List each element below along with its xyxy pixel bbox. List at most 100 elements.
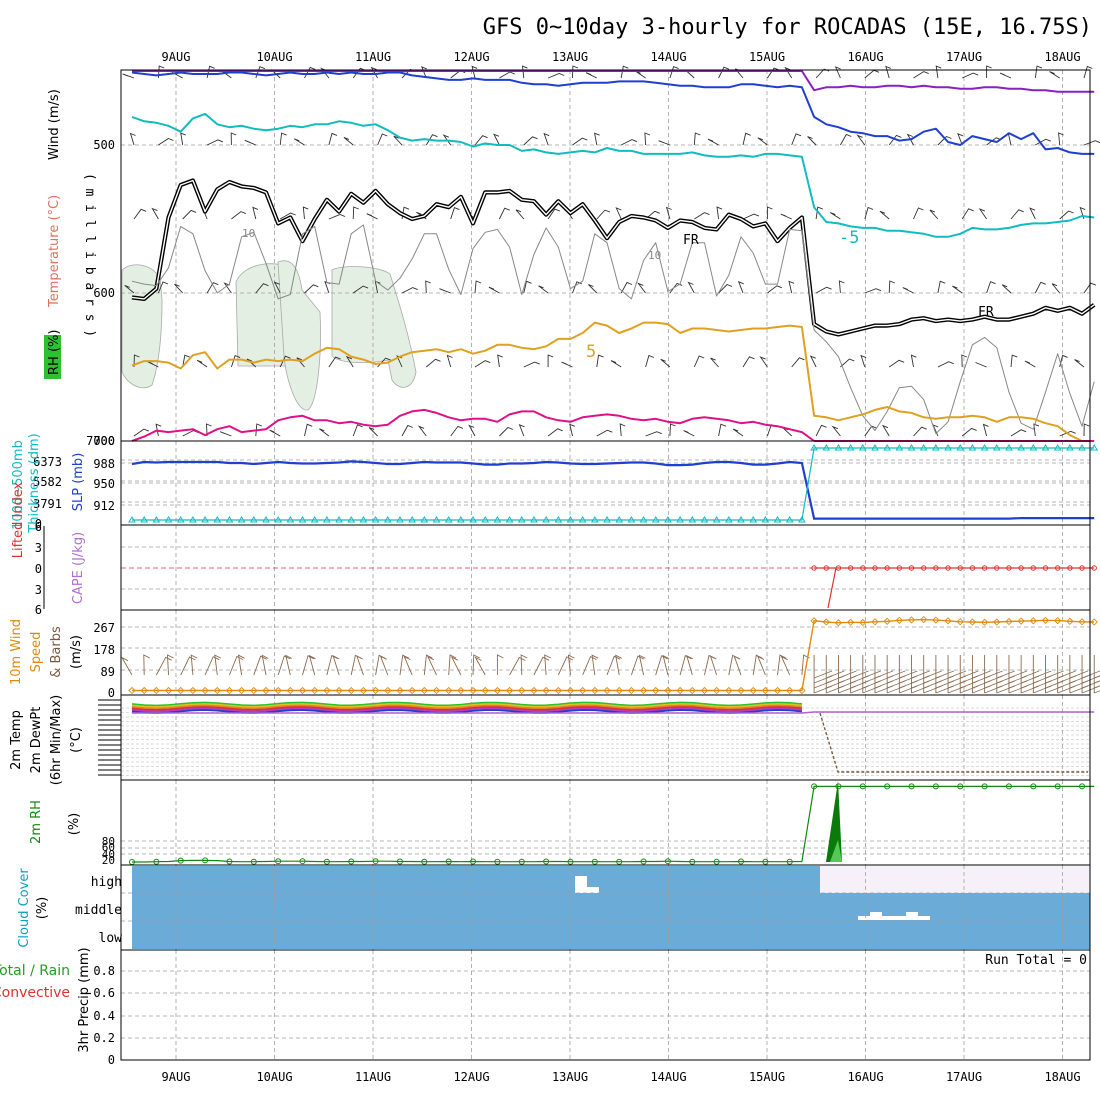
p6-ytick-40: 40 [102, 848, 115, 861]
wind-barb [493, 133, 500, 146]
wind-barb [352, 206, 359, 220]
cloud-cover-grid [121, 865, 1090, 950]
thickness-marker [858, 444, 867, 451]
surface-wind-barb-flag [911, 670, 930, 679]
wind-speed-marker [445, 686, 453, 695]
wind-barb [572, 65, 579, 79]
p1-ylabel-wind: Wind (m/s) [47, 89, 62, 160]
wind-barb [1010, 209, 1024, 220]
thickness-marker [140, 516, 149, 523]
wind-barb [669, 66, 679, 79]
date-labels-bottom: 9AUG 10AUG 11AUG 12AUG 13AUG 14AUG 15AUG 16AUG 1… [162, 1070, 1081, 1084]
rh-marker [567, 858, 574, 865]
p7-ytick-low: low [99, 931, 123, 946]
wind-barb [180, 132, 186, 146]
surface-wind-barb [308, 654, 316, 676]
surface-wind-barb [615, 654, 622, 676]
wind-barb [155, 423, 162, 437]
p8-ylabel-total: Total / Rain [0, 963, 70, 979]
thickness-marker [1041, 444, 1050, 451]
wind-speed-marker [968, 618, 977, 626]
wind-barb [644, 132, 651, 146]
wind-barb [693, 355, 705, 368]
thickness-marker [639, 516, 648, 523]
annotation-fr-2: FR [978, 305, 994, 320]
stability-grid [121, 525, 1090, 610]
p1-ylabel-temp: Temperature (°C) [47, 195, 62, 308]
wind-speed-marker [262, 686, 270, 695]
wind-barb [807, 136, 817, 146]
rh-marker [591, 858, 598, 865]
wind-barb [815, 424, 827, 437]
wind-speed-marker [664, 686, 672, 695]
surface-wind-barb [630, 655, 645, 676]
wind-barb [471, 65, 478, 79]
p4-ytick-0: 0 [108, 686, 115, 700]
wind-barb [255, 283, 269, 294]
p8-ytick-0: 0 [108, 1053, 115, 1067]
p8-ylabel-conv: Convective [0, 985, 70, 1001]
run-total: Run Total = 0 [985, 953, 1087, 968]
wind-speed-marker [639, 686, 648, 695]
p3-ylabel-li: Lifted Index [11, 481, 26, 558]
surface-wind-barb [557, 656, 574, 676]
thickness-marker [810, 444, 818, 451]
surface-wind-panel: 0 89 178 267 10m Wind Speed & Barbs (m/s… [9, 609, 1100, 700]
thickness-marker [383, 516, 392, 523]
wind-barb [304, 284, 319, 294]
lifted-index-marker [1067, 565, 1073, 571]
thickness-marker [992, 444, 1001, 451]
date-label-top: 16AUG [847, 50, 883, 64]
wind-barb [885, 65, 892, 79]
lifted-index-marker [1030, 565, 1037, 571]
wind-speed-marker [432, 686, 441, 695]
surface-wind-barb-flag [1094, 685, 1100, 689]
wind-speed-marker [749, 686, 757, 695]
thickness-marker [724, 516, 733, 523]
wind-speed-marker [883, 617, 891, 625]
lifted-index-marker [847, 565, 854, 571]
thickness-marker [237, 516, 246, 523]
thickness-marker [676, 516, 684, 523]
wind-barb [645, 354, 655, 368]
rh-marker [786, 858, 793, 865]
rh-marker [664, 858, 671, 865]
wind-barb [788, 280, 795, 294]
thickness-marker [213, 516, 222, 523]
rh-marker [762, 858, 769, 865]
surface-wind-barb [379, 655, 389, 676]
surface-wind-barb-flag [874, 670, 894, 679]
surface-wind-barb-flag [887, 670, 906, 679]
wind-speed-marker [542, 686, 550, 695]
wind-barb [665, 206, 672, 220]
precip-panel: Run Total = 0 0 0.2 0.4 0.6 0.8 Total / … [0, 947, 1091, 1067]
p4-ylabel-c: & Barbs [49, 626, 64, 678]
wind-speed-marker [907, 616, 916, 624]
wind-barb [523, 280, 532, 294]
p1-ytick-500: 500 [93, 138, 115, 152]
p6-ytick-60: 60 [102, 841, 115, 854]
wind-speed-marker [323, 686, 331, 695]
wind-speed-marker [1029, 617, 1037, 625]
wind-barb [831, 425, 841, 437]
wind-speed-marker [627, 686, 636, 695]
surface-temp-band [131, 703, 802, 708]
wind-barb [791, 357, 805, 368]
surface-temp-ticks [98, 699, 121, 776]
wind-barb [962, 72, 979, 79]
wind-barb [856, 134, 866, 146]
wind-barb [620, 281, 633, 294]
surface-wind-barb-flag [1045, 670, 1064, 679]
surface-wind-barb [427, 655, 437, 676]
p1-ytick-600: 600 [93, 286, 115, 300]
thickness-marker [1005, 444, 1013, 451]
lifted-index-marker [860, 565, 866, 571]
p5-ylabel-a: 2m Temp [9, 710, 24, 770]
thickness-marker [542, 516, 551, 523]
upper-air-series-line [131, 224, 1095, 435]
lifted-index-rise [827, 567, 837, 609]
wind-barb [523, 361, 540, 368]
wind-barb [401, 287, 418, 294]
wind-barb [986, 65, 992, 78]
